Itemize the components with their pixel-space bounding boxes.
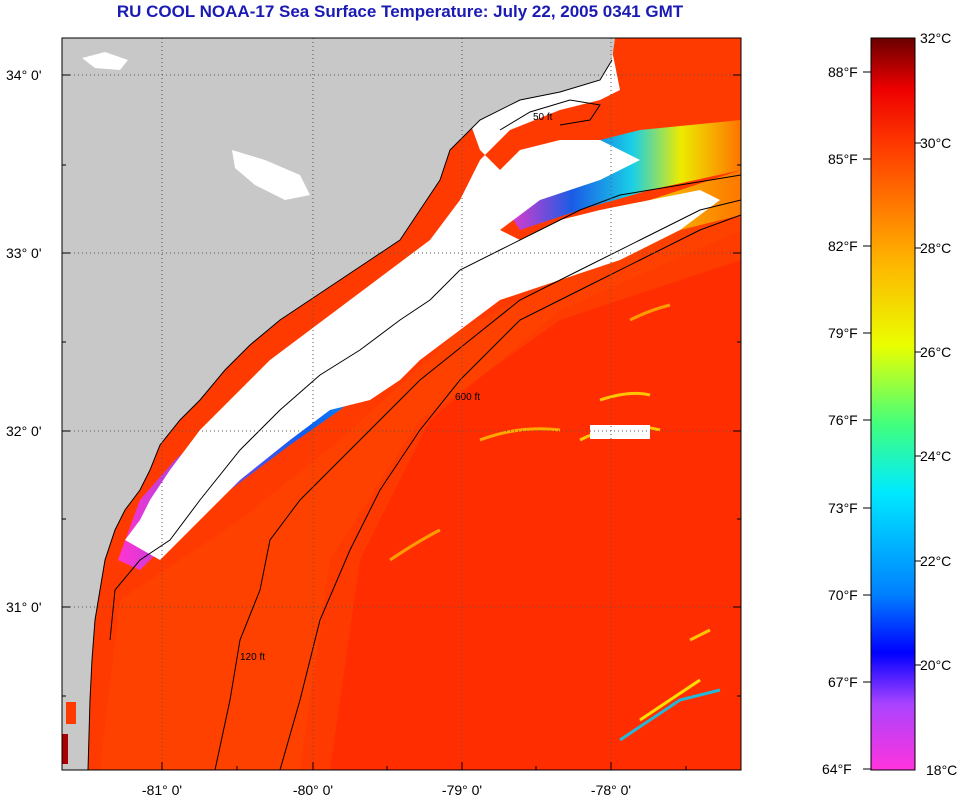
land-mass xyxy=(62,38,615,770)
coastline xyxy=(87,59,613,770)
colorbar-c-label: 32°C xyxy=(920,30,951,46)
contour-600ft xyxy=(279,214,741,770)
lon-label-80: -80° 0' xyxy=(293,782,333,798)
colorbar-f-label: 64°F xyxy=(822,761,852,777)
contour-label-50ft: 50 ft xyxy=(533,112,553,123)
lat-label-33: 33° 0' xyxy=(6,245,42,261)
contour-50ft xyxy=(109,174,741,641)
colorbar-f-ticks xyxy=(863,71,871,770)
axis-ticks xyxy=(62,74,741,770)
contour-label-120ft: 120 ft xyxy=(240,652,265,663)
colorbar-f-label: 85°F xyxy=(828,151,858,167)
shelf-cool-water-north xyxy=(500,120,741,230)
lat-label-32: 32° 0' xyxy=(6,423,42,439)
lon-label-78: -78° 0' xyxy=(591,782,631,798)
colorbar-c-label: 30°C xyxy=(920,135,951,151)
map-frame xyxy=(61,37,742,771)
contour-120ft xyxy=(214,199,741,770)
colorbar-f-label: 73°F xyxy=(828,500,858,516)
colorbar: 88°F 85°F 82°F 79°F 76°F 73°F 70°F 67°F … xyxy=(822,30,957,778)
inland-patch xyxy=(232,150,310,200)
contour-50ft-north xyxy=(499,99,601,131)
colorbar-f-label: 70°F xyxy=(828,587,858,603)
colorbar-c-label: 18°C xyxy=(926,762,957,778)
colorbar-c-label: 26°C xyxy=(920,344,951,360)
lat-label-31: 31° 0' xyxy=(6,599,42,615)
colorbar-f-label: 79°F xyxy=(828,325,858,341)
colorbar-c-label: 24°C xyxy=(920,448,951,464)
colorbar-c-ticks xyxy=(915,142,921,666)
colorbar-f-label: 82°F xyxy=(828,238,858,254)
colorbar-c-label: 22°C xyxy=(920,553,951,569)
slope-warm-band xyxy=(100,200,741,770)
colorbar-gradient xyxy=(870,37,916,771)
colorbar-c-label: 20°C xyxy=(920,657,951,673)
no-data-patch xyxy=(590,425,650,439)
colorbar-f-label: 76°F xyxy=(828,412,858,428)
land-edge-pixels xyxy=(62,734,68,764)
depth-contours xyxy=(87,59,741,770)
colorbar-f-label: 88°F xyxy=(828,64,858,80)
map-title: RU COOL NOAA-17 Sea Surface Temperature:… xyxy=(116,2,684,21)
sst-streaks xyxy=(389,303,721,742)
colorbar-f-label: 67°F xyxy=(828,674,858,690)
land-edge-pixels xyxy=(66,702,76,724)
no-data-region xyxy=(125,40,720,560)
offshore-warm-band xyxy=(330,230,741,770)
colorbar-c-label: 28°C xyxy=(920,240,951,256)
lon-label-79: -79° 0' xyxy=(442,782,482,798)
map-area: 50 ft 120 ft 600 ft xyxy=(62,38,741,770)
lat-label-34: 34° 0' xyxy=(6,67,42,83)
lon-label-81: -81° 0' xyxy=(142,782,182,798)
inland-patch xyxy=(82,52,128,70)
contour-label-600ft: 600 ft xyxy=(455,392,480,403)
